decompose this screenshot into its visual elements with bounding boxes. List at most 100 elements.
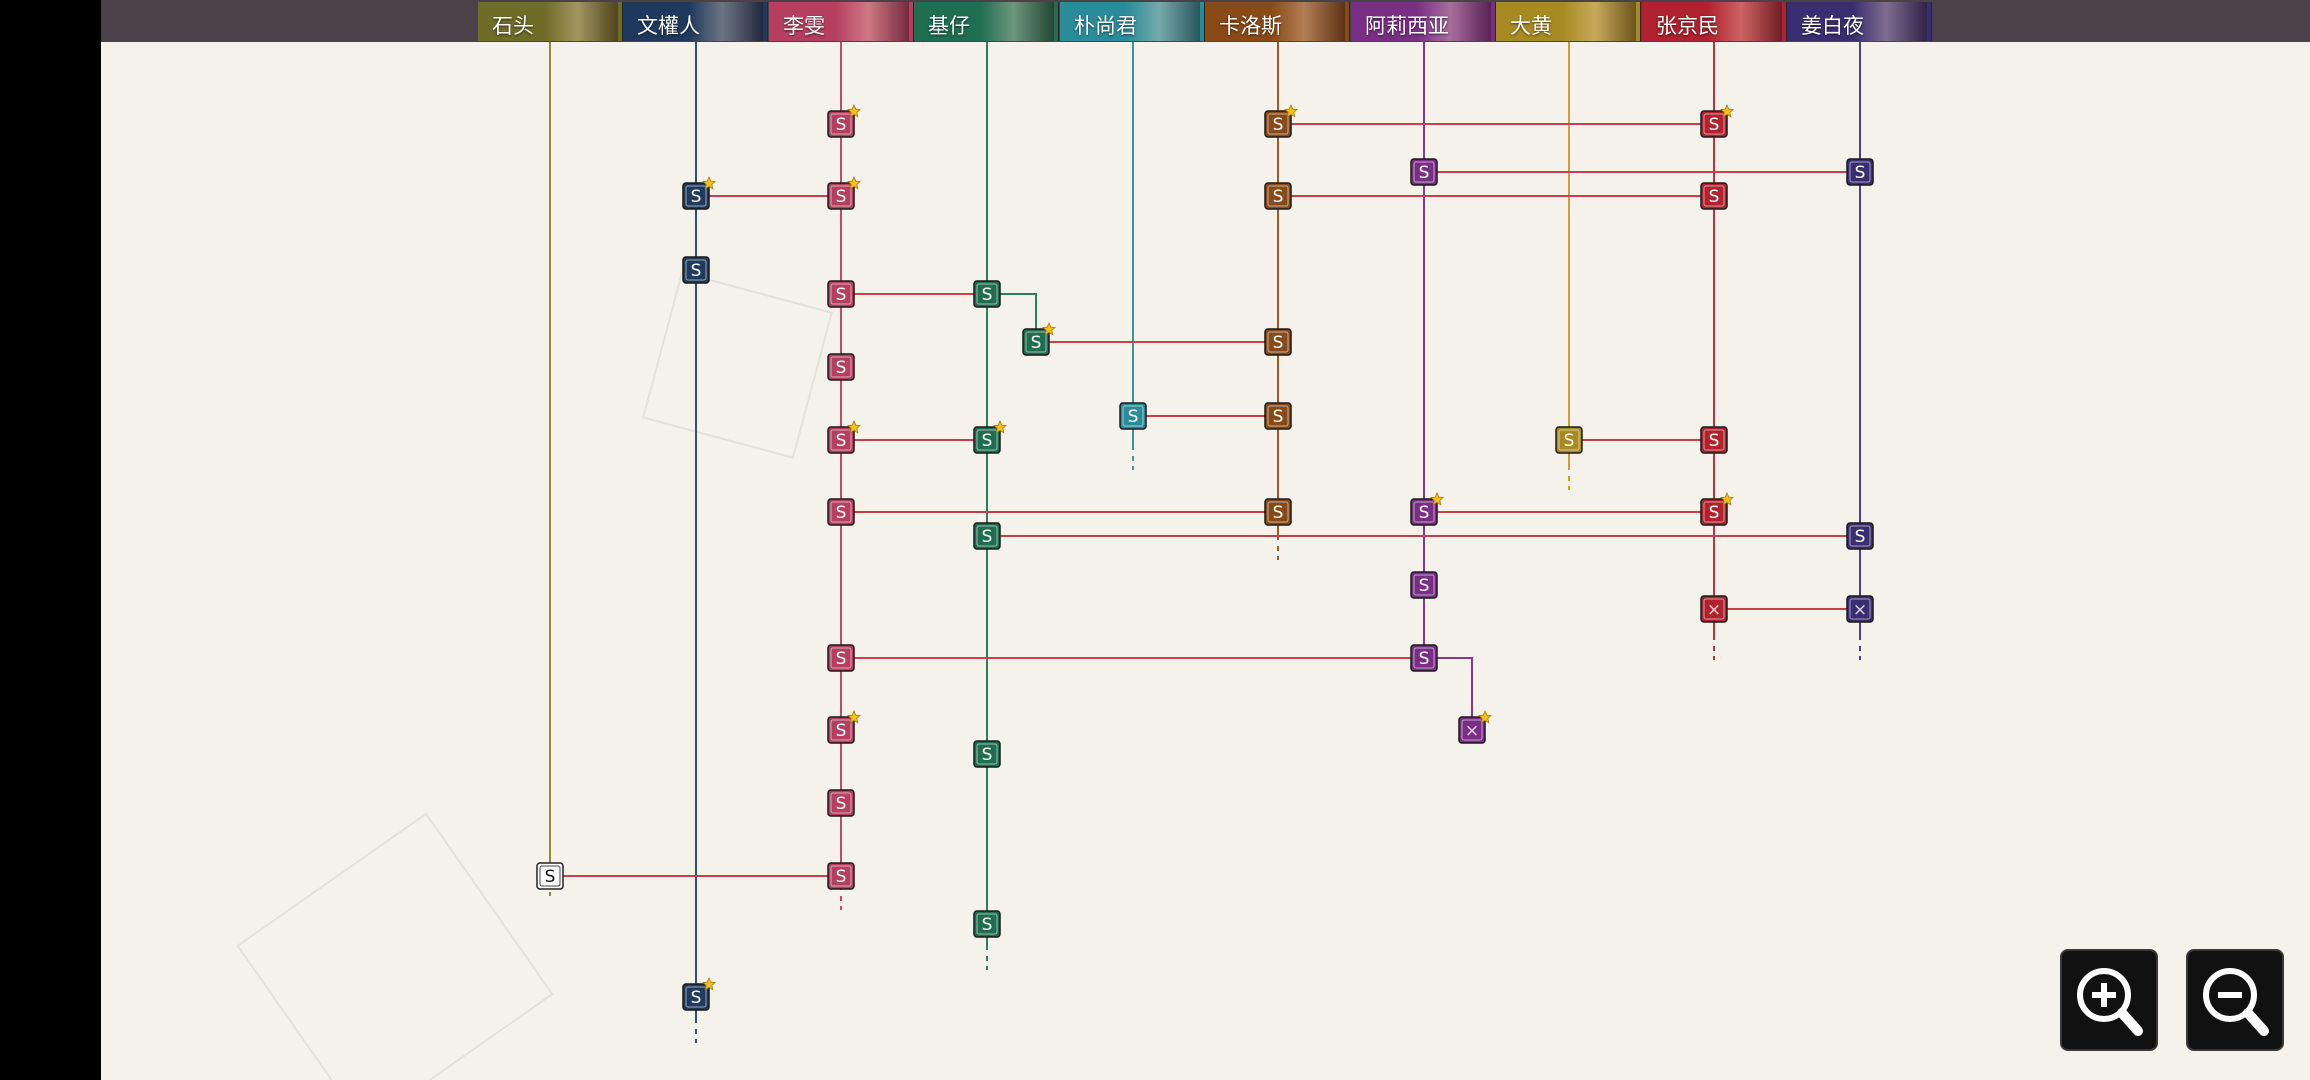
story-node[interactable]: S — [827, 353, 855, 381]
node-inner-frame — [1413, 647, 1435, 669]
story-node[interactable]: S — [973, 522, 1001, 550]
story-node[interactable]: S — [1846, 158, 1874, 186]
story-node[interactable]: S — [1264, 402, 1292, 430]
node-box — [1458, 716, 1486, 744]
story-node[interactable]: S — [827, 789, 855, 817]
node-inner-frame — [1703, 429, 1725, 451]
story-node[interactable]: S — [682, 175, 716, 210]
node-box — [827, 789, 855, 817]
node-inner-frame — [830, 792, 852, 814]
node-label: S — [1031, 333, 1042, 353]
story-node[interactable]: S — [1410, 644, 1438, 672]
star-icon — [1284, 103, 1298, 118]
story-node[interactable]: S — [973, 740, 1001, 768]
character-tab-aliexiya[interactable]: 阿莉西亚 — [1351, 2, 1496, 41]
story-node[interactable]: S — [682, 976, 716, 1011]
story-node[interactable]: S — [1410, 571, 1438, 599]
story-node[interactable]: S — [1264, 328, 1292, 356]
story-node[interactable]: S — [1846, 522, 1874, 550]
character-tab-shitou[interactable]: 石头 — [478, 2, 623, 41]
story-node[interactable]: S — [1700, 491, 1734, 526]
star-icon — [1042, 321, 1056, 336]
node-inner-frame — [976, 429, 998, 451]
character-portrait — [835, 2, 909, 41]
node-inner-frame — [830, 356, 852, 378]
node-box — [1700, 595, 1728, 623]
story-node[interactable]: S — [973, 910, 1001, 938]
story-node[interactable]: S — [973, 419, 1007, 454]
story-node[interactable]: S — [1700, 182, 1728, 210]
star-icon — [702, 976, 716, 991]
star-icon — [1478, 709, 1492, 724]
character-tab-zhangjingmin[interactable]: 张京民 — [1642, 2, 1787, 41]
character-tab-wenquanren[interactable]: 文權人 — [623, 2, 768, 41]
story-node[interactable]: S — [827, 419, 861, 454]
story-node[interactable]: S — [1264, 182, 1292, 210]
story-node[interactable]: S — [827, 280, 855, 308]
character-tab-jiangbaiye[interactable]: 姜白夜 — [1787, 2, 1932, 41]
node-label: S — [1128, 407, 1139, 427]
locked-story-node[interactable]: × — [1458, 709, 1492, 744]
node-inner-frame — [830, 113, 852, 135]
story-node[interactable]: S — [1119, 402, 1147, 430]
node-inner-frame — [1558, 429, 1580, 451]
node-box — [1119, 402, 1147, 430]
star-icon — [847, 419, 861, 434]
node-label: S — [836, 867, 847, 887]
story-node[interactable]: S — [1700, 103, 1734, 138]
story-node[interactable]: S — [827, 498, 855, 526]
story-node[interactable]: S — [536, 862, 564, 890]
story-node[interactable]: S — [1022, 321, 1056, 356]
zoom-out-button[interactable] — [2186, 949, 2284, 1051]
star-icon — [847, 709, 861, 724]
node-label: S — [836, 649, 847, 669]
character-tab-pushangjun[interactable]: 朴尚君 — [1060, 2, 1205, 41]
star-icon — [1720, 491, 1734, 506]
node-inner-frame — [685, 259, 707, 281]
story-node[interactable]: S — [827, 862, 855, 890]
left-black-bar — [0, 0, 101, 1080]
node-label: S — [1419, 503, 1430, 523]
locked-story-node[interactable]: × — [1700, 595, 1728, 623]
map-canvas[interactable] — [101, 0, 2310, 1080]
story-node[interactable]: S — [827, 175, 861, 210]
story-node[interactable]: S — [1264, 498, 1292, 526]
node-label: S — [1419, 576, 1430, 596]
branch-connector — [987, 293, 1037, 342]
story-node[interactable]: S — [1700, 426, 1728, 454]
node-box — [1264, 328, 1292, 356]
story-node[interactable]: S — [1410, 491, 1444, 526]
node-inner-frame — [1849, 161, 1871, 183]
node-label: S — [691, 988, 702, 1008]
node-box — [827, 498, 855, 526]
node-inner-frame — [830, 647, 852, 669]
character-name: 文權人 — [637, 14, 700, 38]
story-node[interactable]: S — [827, 709, 861, 744]
node-inner-frame — [1267, 331, 1289, 353]
character-name: 李雯 — [783, 14, 825, 38]
character-portrait — [1853, 2, 1927, 41]
node-box — [682, 983, 710, 1011]
character-tab-kaluosi[interactable]: 卡洛斯 — [1205, 2, 1350, 41]
character-portrait — [544, 2, 618, 41]
node-label: S — [982, 285, 993, 305]
story-node[interactable]: S — [1264, 103, 1298, 138]
story-node[interactable]: S — [827, 644, 855, 672]
node-box — [1264, 110, 1292, 138]
character-tab-dahuang[interactable]: 大黄 — [1496, 2, 1641, 41]
story-node[interactable]: S — [973, 280, 1001, 308]
story-node[interactable]: S — [1555, 426, 1583, 454]
story-node[interactable]: S — [682, 256, 710, 284]
character-tab-liwen[interactable]: 李雯 — [769, 2, 914, 41]
locked-story-node[interactable]: × — [1846, 595, 1874, 623]
story-node[interactable]: S — [1410, 158, 1438, 186]
zoom-in-button[interactable] — [2060, 949, 2158, 1051]
character-timelines — [549, 42, 1861, 1043]
node-box — [1410, 644, 1438, 672]
node-label: S — [1273, 333, 1284, 353]
story-node[interactable]: S — [827, 103, 861, 138]
node-box — [1410, 571, 1438, 599]
node-inner-frame — [1267, 405, 1289, 427]
character-tab-jizai[interactable]: 基仔 — [914, 2, 1059, 41]
character-name: 卡洛斯 — [1219, 14, 1282, 38]
